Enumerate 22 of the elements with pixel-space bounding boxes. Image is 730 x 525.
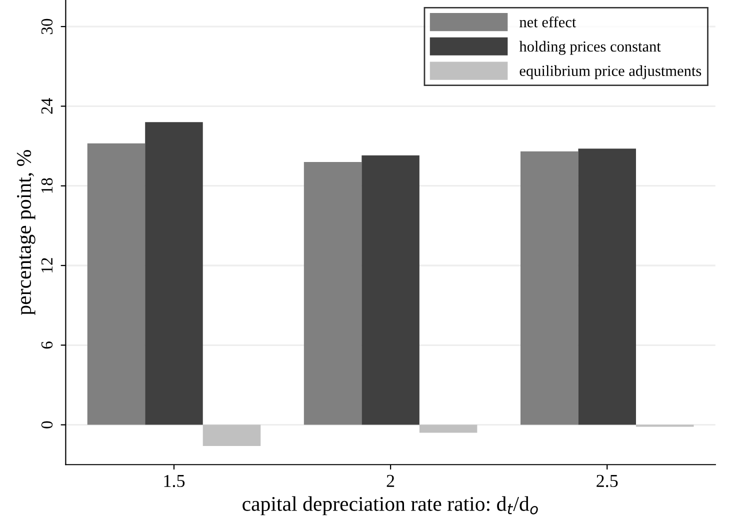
legend-label: holding prices constant: [519, 40, 661, 55]
y-tick-label: 18: [41, 178, 53, 193]
y-tick-label: 24: [41, 98, 52, 114]
bar: [419, 424, 478, 433]
x-tick-label: 2.5: [596, 474, 618, 488]
bar: [304, 162, 362, 425]
y-tick-label: 0: [41, 421, 53, 428]
y-tick-label: 12: [41, 258, 52, 272]
bar: [520, 151, 578, 425]
y-tick-label: 6: [41, 341, 53, 349]
bar: [202, 424, 261, 446]
y-tick-label: 30: [41, 18, 53, 34]
bar: [578, 148, 636, 425]
x-tick-label: 1.5: [164, 474, 185, 488]
y-axis-title: percentage point, %: [16, 150, 36, 315]
bar: [145, 122, 203, 425]
x-axis-title: capital depreciation rate ratio: d$_{t}$/d$_{o}$: [242, 496, 538, 516]
legend-label: equilibrium price adjustments: [520, 65, 702, 80]
x-tick-label: 2: [386, 474, 394, 487]
legend-label: net effect: [520, 16, 576, 28]
bar: [87, 143, 146, 425]
bar: [362, 155, 420, 425]
